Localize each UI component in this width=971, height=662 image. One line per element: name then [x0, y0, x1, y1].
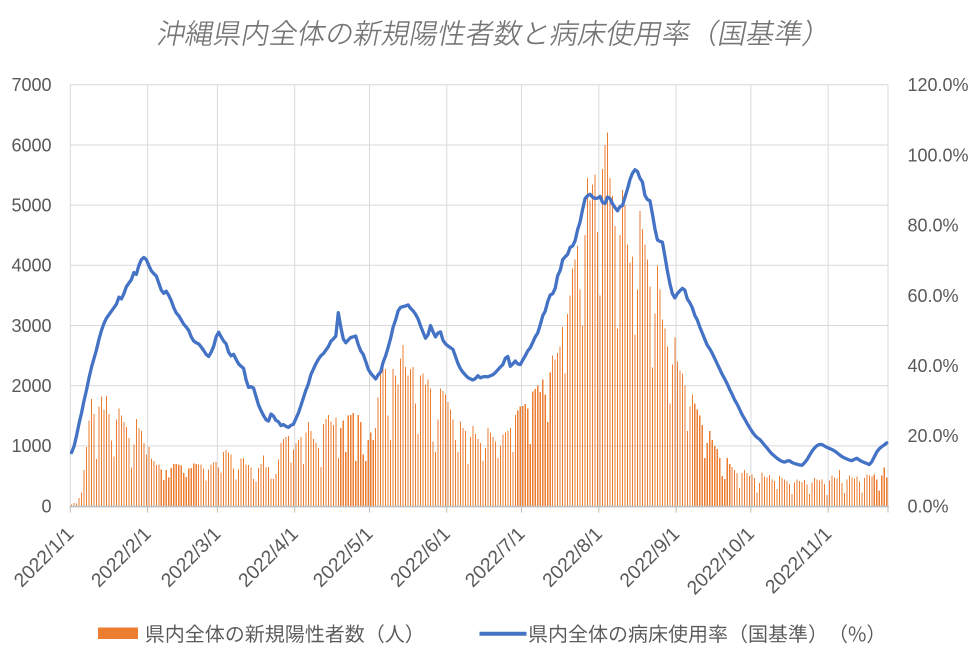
svg-text:40.0%: 40.0%	[908, 356, 959, 376]
svg-text:4000: 4000	[11, 256, 51, 276]
svg-text:1000: 1000	[11, 436, 51, 456]
svg-text:6000: 6000	[11, 135, 51, 155]
svg-text:80.0%: 80.0%	[908, 216, 959, 236]
svg-text:2000: 2000	[11, 376, 51, 396]
svg-text:0: 0	[41, 496, 51, 516]
svg-text:60.0%: 60.0%	[908, 286, 959, 306]
svg-text:7000: 7000	[11, 75, 51, 95]
svg-text:5000: 5000	[11, 196, 51, 216]
svg-text:3000: 3000	[11, 316, 51, 336]
svg-text:20.0%: 20.0%	[908, 426, 959, 446]
svg-text:100.0%: 100.0%	[908, 145, 969, 165]
svg-text:0.0%: 0.0%	[908, 496, 949, 516]
svg-text:120.0%: 120.0%	[908, 75, 969, 95]
